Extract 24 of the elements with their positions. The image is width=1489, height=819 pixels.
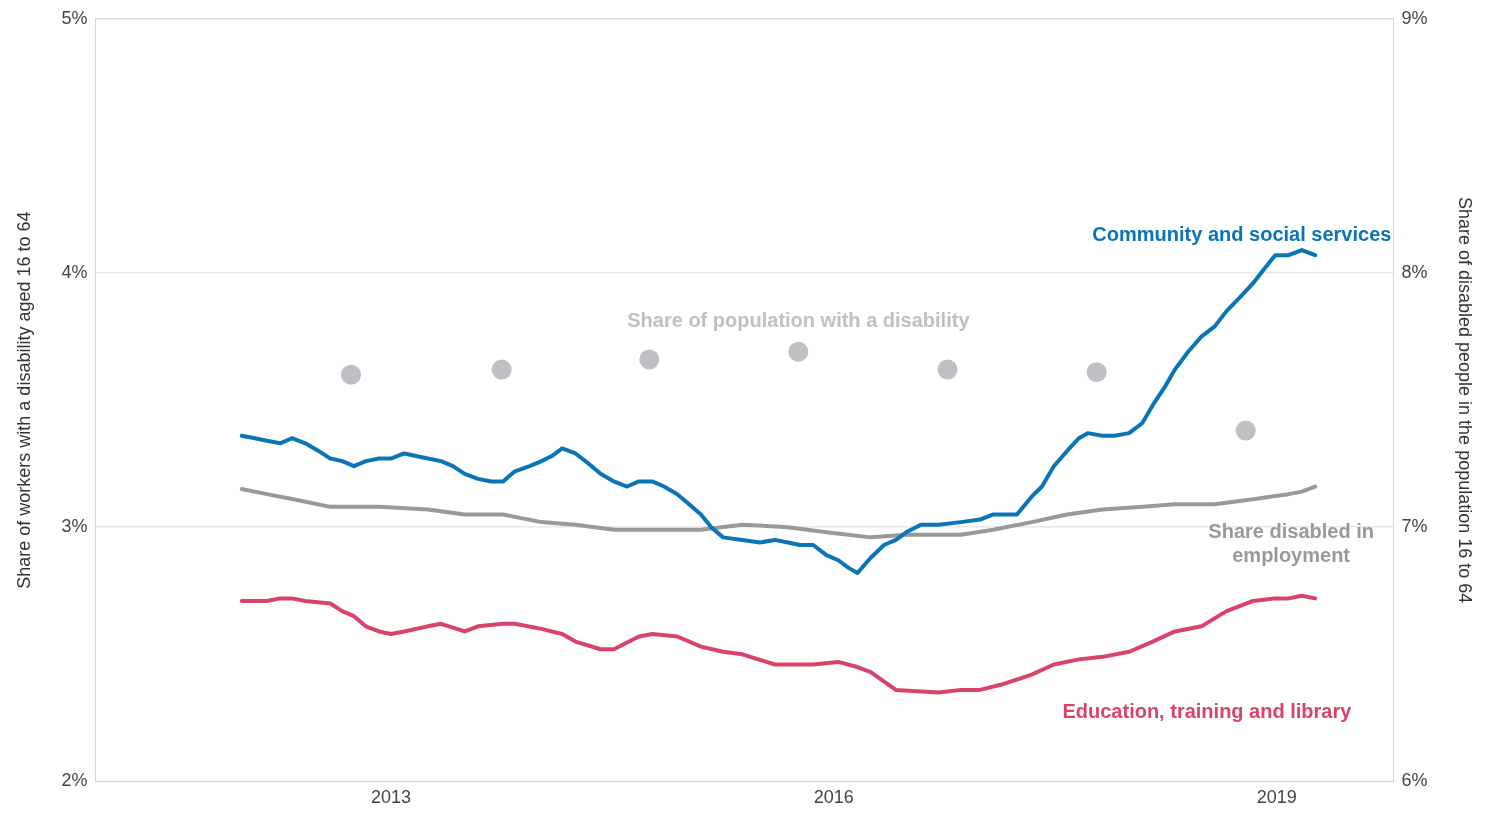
- point: [1235, 420, 1256, 441]
- y2-axis-title: Share of disabled people in the population 16 to 64: [1455, 196, 1476, 604]
- y-axis-title: Share of workers with a disability aged 16 to 64: [13, 211, 34, 589]
- series-label: Share disabled in employment: [1208, 520, 1374, 567]
- y2-tick-label: 7%: [1401, 516, 1428, 537]
- y-tick-label: 2%: [61, 770, 88, 791]
- point: [491, 359, 512, 380]
- series-label: Community and social services: [1092, 222, 1392, 245]
- point: [639, 349, 660, 370]
- y-tick-label: 5%: [61, 7, 88, 28]
- series-label: Share of population with a disability: [627, 309, 971, 332]
- point: [788, 341, 809, 362]
- point: [937, 359, 958, 380]
- y-tick-label: 4%: [61, 261, 88, 282]
- x-tick-label: 2019: [1256, 787, 1297, 808]
- x-tick-label: 2016: [813, 787, 854, 808]
- y2-tick-label: 6%: [1401, 770, 1428, 791]
- x-tick-label: 2013: [370, 787, 411, 808]
- series-label: Education, training and library: [1062, 699, 1353, 722]
- point: [1086, 362, 1107, 383]
- y-tick-label: 3%: [61, 516, 88, 537]
- y2-tick-label: 8%: [1401, 261, 1428, 282]
- point: [341, 364, 362, 385]
- y2-tick-label: 9%: [1401, 7, 1428, 28]
